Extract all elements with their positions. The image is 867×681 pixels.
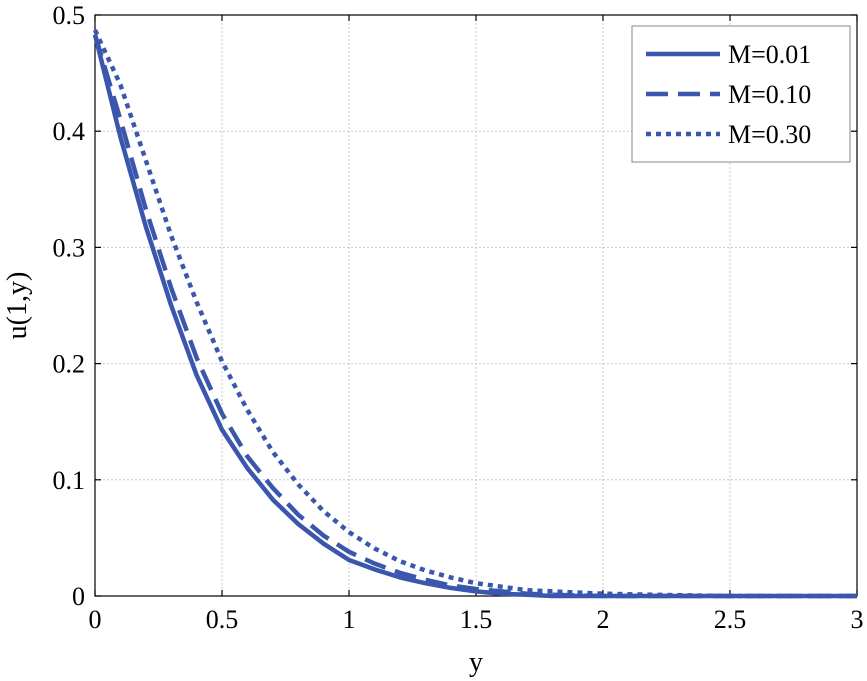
y-axis-title: u(1,y) xyxy=(2,272,33,340)
series-line-2 xyxy=(92,34,857,599)
series-lines xyxy=(92,29,857,599)
y-tick-label: 0.2 xyxy=(53,350,86,379)
x-tick-label: 0.5 xyxy=(206,605,239,634)
x-axis-title: y xyxy=(469,647,483,678)
axis-ticks: 0 0.5 1 1.5 2 2.5 3 0 0.1 0.2 0.3 0.4 0.5 xyxy=(53,1,864,634)
x-tick-label: 3 xyxy=(851,605,864,634)
legend: M=0.01 M=0.10 M=0.30 xyxy=(631,25,851,163)
x-tick-label: 2.5 xyxy=(714,605,747,634)
legend-box xyxy=(631,25,851,163)
legend-label-1: M=0.01 xyxy=(728,40,811,69)
legend-label-2: M=0.10 xyxy=(728,80,811,109)
y-tick-label: 0.4 xyxy=(53,117,86,146)
x-tick-label: 1 xyxy=(343,605,356,634)
x-tick-label: 2 xyxy=(597,605,610,634)
series-line-3 xyxy=(92,29,857,599)
y-tick-label: 0.5 xyxy=(53,1,86,30)
x-tick-label: 0 xyxy=(89,605,102,634)
y-tick-label: 0 xyxy=(72,582,85,611)
x-tick-label: 1.5 xyxy=(460,605,493,634)
y-tick-label: 0.1 xyxy=(53,466,86,495)
legend-label-3: M=0.30 xyxy=(728,120,811,149)
y-tick-label: 0.3 xyxy=(53,233,86,262)
